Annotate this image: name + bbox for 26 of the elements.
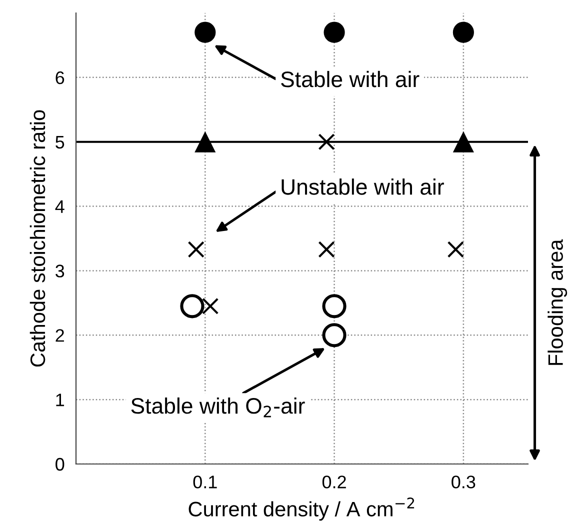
y-tick-label: 4	[55, 200, 64, 213]
annotation: Stable with air	[281, 70, 420, 88]
y-tick-label: 6	[56, 71, 64, 84]
point	[202, 298, 219, 314]
point	[318, 241, 335, 258]
point	[452, 22, 474, 43]
y-tick-label: 1	[56, 394, 64, 406]
point	[324, 22, 345, 43]
point	[194, 131, 216, 152]
y-tick-label: 0	[56, 458, 64, 471]
point	[318, 134, 335, 150]
annotation: Stable with O$_{2}$-air	[131, 397, 305, 418]
y-tick-label: 5	[56, 136, 64, 149]
y-axis-title: Cathode stoichiometric ratio	[30, 110, 46, 367]
x-tick-label: 0.1	[193, 476, 217, 488]
x-axis-title: Current density / A cm$^{−2}$	[188, 498, 414, 521]
x-tick-label: 0.2	[322, 476, 346, 488]
point	[188, 241, 204, 258]
x-tick-label: 0.3	[452, 476, 476, 488]
annotation: Unstable with air	[282, 178, 444, 195]
y-tick-label: 3	[56, 264, 64, 278]
point	[194, 22, 216, 43]
point	[447, 241, 464, 258]
y-tick-label: 2	[56, 329, 64, 342]
text: Flooding area	[548, 239, 568, 365]
point	[452, 131, 474, 152]
